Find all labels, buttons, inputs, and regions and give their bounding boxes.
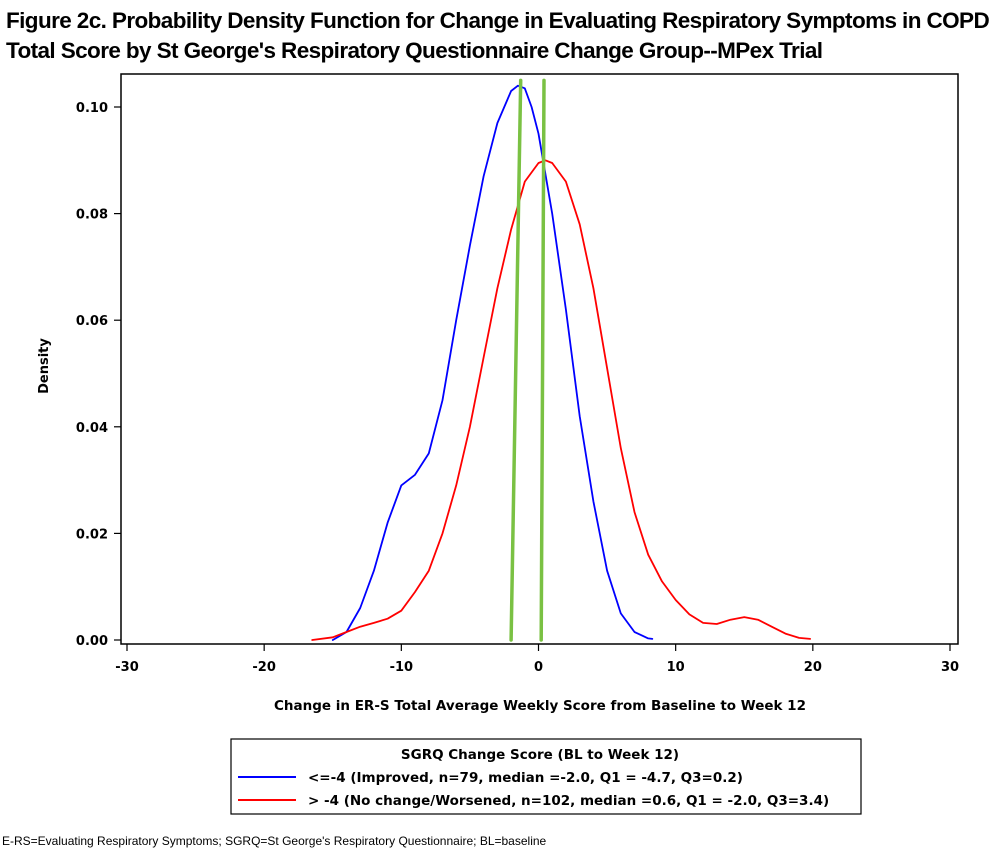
x-tick-label: -20 [252, 660, 276, 675]
density-curve-worsened [311, 159, 811, 641]
y-tick-label: 0.04 [76, 421, 108, 436]
series-layer [311, 78, 811, 642]
x-tick-label: -30 [115, 660, 139, 675]
y-axis-label: Density [37, 338, 52, 394]
x-tick-label: -10 [390, 660, 414, 675]
median-line-worsened [539, 78, 546, 642]
footnote: E-RS=Evaluating Respiratory Symptoms; SG… [2, 834, 547, 848]
figure-title-line-2: Total Score by St George's Respiratory Q… [6, 38, 823, 63]
density-curve-improved [331, 84, 654, 641]
y-axis: 0.00 0.02 0.04 0.06 0.08 0.10 [76, 101, 121, 649]
plot-frame [120, 73, 959, 645]
x-tick-label: 30 [941, 660, 959, 675]
x-axis-label: Change in ER-S Total Average Weekly Scor… [274, 698, 806, 714]
x-axis: -30 -20 -10 0 10 20 30 [115, 644, 959, 675]
legend-label-worsened: > -4 (No change/Worsened, n=102, median … [308, 793, 829, 809]
figure-title-line-1: Figure 2c. Probability Density Function … [6, 8, 990, 33]
x-tick-label: 0 [534, 660, 543, 675]
y-tick-label: 0.02 [76, 527, 108, 542]
y-tick-label: 0.00 [76, 634, 108, 649]
y-tick-label: 0.08 [76, 208, 108, 223]
x-tick-label: 20 [804, 660, 822, 675]
legend-label-improved: <=-4 (Improved, n=79, median =-2.0, Q1 =… [308, 770, 743, 786]
y-tick-label: 0.10 [76, 101, 108, 116]
x-tick-label: 10 [667, 660, 685, 675]
legend-title: SGRQ Change Score (BL to Week 12) [401, 747, 679, 763]
median-line-improved [509, 78, 523, 642]
legend-box [230, 738, 862, 815]
y-tick-label: 0.06 [76, 314, 108, 329]
figure-title: Figure 2c. Probability Density Function … [6, 6, 996, 66]
legend: SGRQ Change Score (BL to Week 12) <=-4 (… [230, 738, 862, 815]
